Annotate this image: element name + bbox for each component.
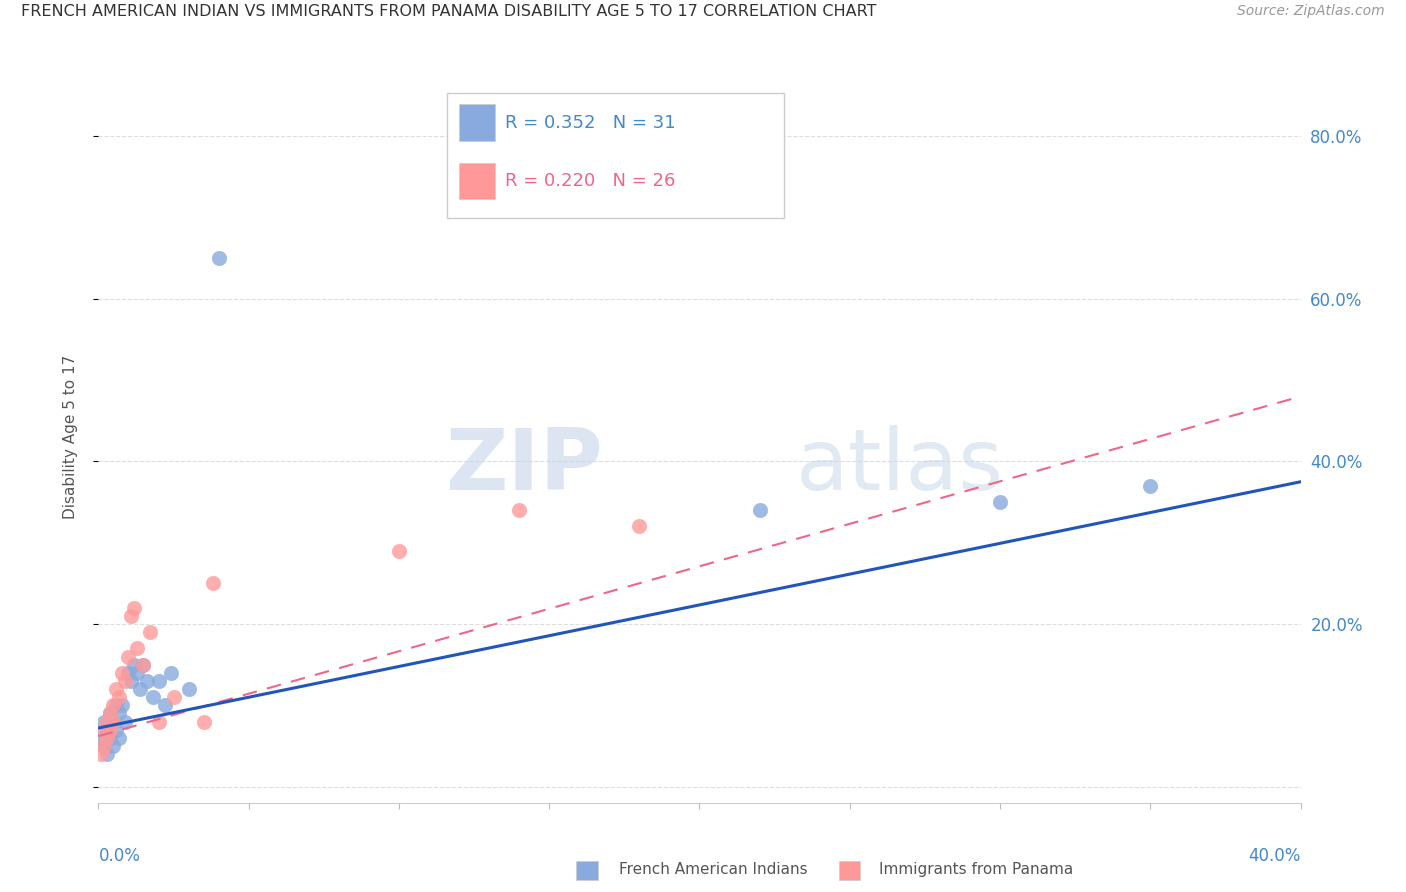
Point [96, 723, 118, 737]
Text: 40.0%: 40.0% [1249, 847, 1301, 864]
Text: ZIP: ZIP [446, 425, 603, 508]
Point [90, 747, 112, 761]
Y-axis label: Disability Age 5 to 17: Disability Age 5 to 17 [63, 355, 77, 519]
Point [132, 657, 155, 672]
Point [177, 681, 200, 696]
Point [114, 673, 136, 688]
Point [117, 665, 139, 680]
FancyBboxPatch shape [458, 162, 495, 200]
Text: atlas: atlas [796, 425, 1004, 508]
Point [103, 714, 125, 729]
Point [132, 657, 155, 672]
Point [103, 698, 125, 713]
Point [121, 673, 143, 688]
Point [103, 739, 125, 753]
Point [388, 544, 411, 558]
Point [141, 690, 163, 705]
Point [96, 731, 118, 745]
Point [153, 698, 176, 713]
Point [138, 625, 160, 640]
Text: FRENCH AMERICAN INDIAN VS IMMIGRANTS FROM PANAMA DISABILITY AGE 5 TO 17 CORRELAT: FRENCH AMERICAN INDIAN VS IMMIGRANTS FRO… [21, 4, 876, 20]
Point [135, 673, 157, 688]
Point [148, 673, 170, 688]
Point [100, 706, 122, 721]
Point [111, 665, 134, 680]
Point [103, 714, 125, 729]
Point [96, 747, 118, 761]
Point [748, 503, 770, 517]
Point [93, 739, 115, 753]
Point [988, 495, 1011, 509]
Point [111, 698, 134, 713]
Point [93, 739, 115, 753]
Point [193, 714, 215, 729]
Point [129, 681, 152, 696]
Point [93, 714, 115, 729]
Point [114, 714, 136, 729]
FancyBboxPatch shape [458, 104, 495, 141]
Text: 0.0%: 0.0% [98, 847, 141, 864]
Point [105, 681, 128, 696]
Point [127, 641, 149, 656]
Point [124, 600, 146, 615]
Text: R = 0.352   N = 31: R = 0.352 N = 31 [505, 113, 675, 131]
Point [208, 252, 231, 266]
Point [100, 731, 122, 745]
Point [90, 731, 112, 745]
Point [1139, 479, 1161, 493]
Point [108, 706, 131, 721]
Text: Immigrants from Panama: Immigrants from Panama [879, 863, 1073, 877]
Point [105, 723, 128, 737]
FancyBboxPatch shape [447, 94, 783, 218]
Point [201, 576, 224, 591]
Point [117, 649, 139, 664]
Point [124, 657, 146, 672]
Text: R = 0.220   N = 26: R = 0.220 N = 26 [505, 172, 675, 190]
Point [148, 714, 170, 729]
Point [105, 698, 128, 713]
Point [93, 723, 115, 737]
Point [100, 723, 122, 737]
Text: Source: ZipAtlas.com: Source: ZipAtlas.com [1237, 4, 1385, 19]
Point [508, 503, 530, 517]
Point [121, 608, 143, 623]
Point [108, 731, 131, 745]
Point [127, 665, 149, 680]
Point [162, 690, 184, 705]
Point [100, 706, 122, 721]
Text: French American Indians: French American Indians [619, 863, 807, 877]
Point [108, 690, 131, 705]
Point [159, 665, 181, 680]
Point [628, 519, 651, 533]
Point [96, 714, 118, 729]
